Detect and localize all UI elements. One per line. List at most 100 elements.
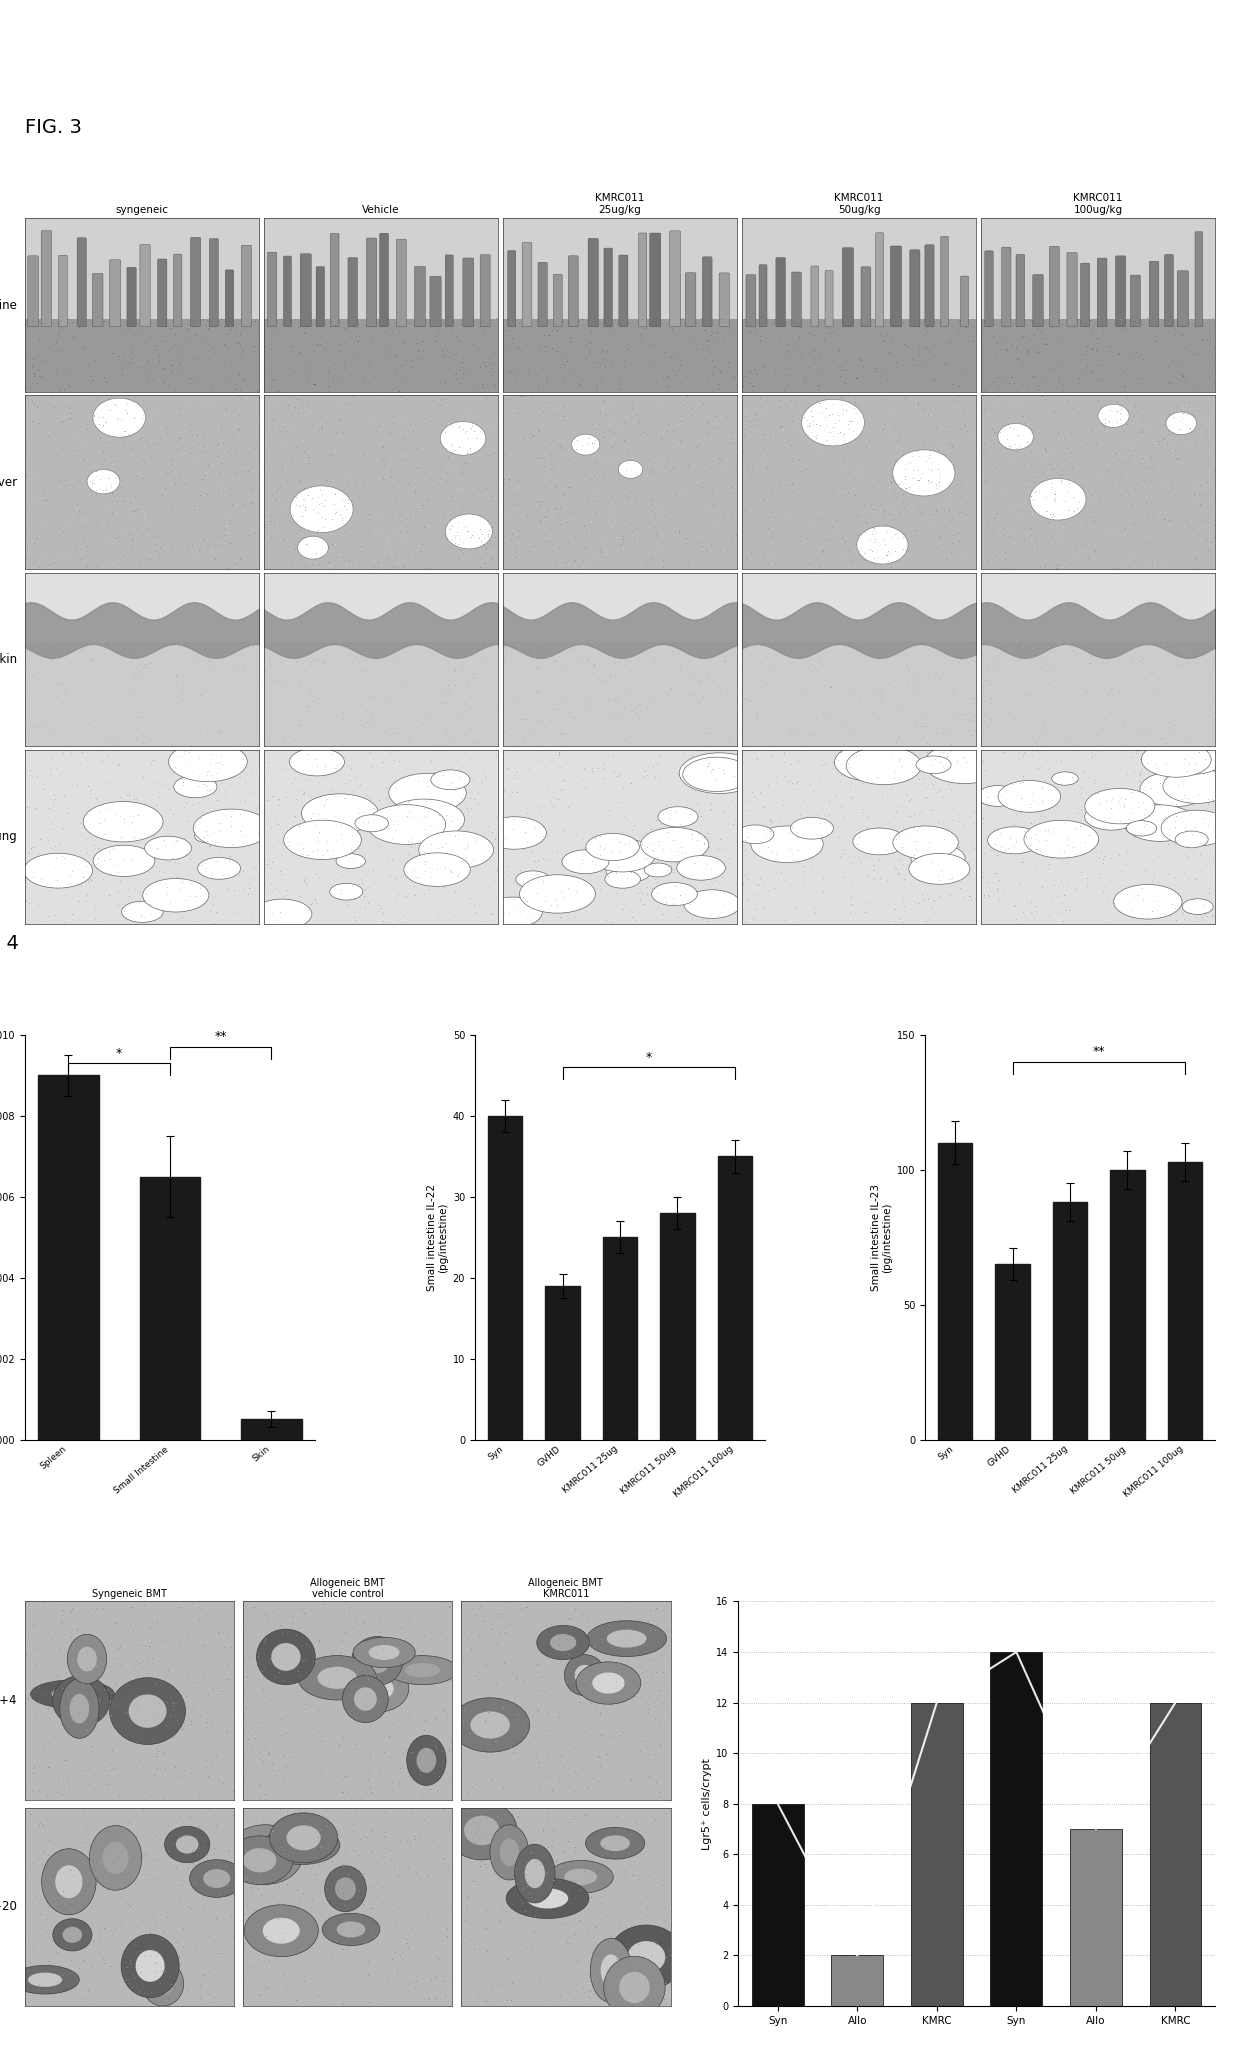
Ellipse shape [336,854,366,868]
Ellipse shape [604,1957,665,2018]
Circle shape [1030,479,1086,520]
Ellipse shape [227,1824,303,1885]
Ellipse shape [190,1859,244,1898]
Ellipse shape [430,770,470,790]
Text: *: * [646,1050,652,1064]
Ellipse shape [527,1889,568,1908]
Ellipse shape [383,798,465,839]
Bar [489,1116,522,1439]
Ellipse shape [520,874,595,913]
FancyBboxPatch shape [507,250,516,328]
FancyBboxPatch shape [445,256,454,328]
Ellipse shape [317,1666,357,1689]
Ellipse shape [1140,772,1209,807]
Ellipse shape [308,1660,346,1689]
Circle shape [93,399,145,438]
Ellipse shape [562,850,609,874]
Bar [603,1236,637,1439]
Y-axis label: Intestine: Intestine [0,299,17,311]
FancyBboxPatch shape [1149,262,1159,328]
Ellipse shape [11,1965,79,1994]
Ellipse shape [658,807,698,827]
Ellipse shape [93,845,155,876]
Y-axis label: Liver: Liver [0,475,17,489]
Bar [503,643,737,747]
Bar [718,1157,751,1439]
Ellipse shape [193,809,269,847]
Ellipse shape [244,1906,319,1957]
FancyBboxPatch shape [140,244,150,328]
Bar [1053,1202,1087,1439]
Ellipse shape [590,1939,631,2002]
Ellipse shape [284,821,361,860]
Ellipse shape [143,878,208,913]
Circle shape [857,526,908,565]
Ellipse shape [606,860,651,882]
FancyBboxPatch shape [191,237,201,328]
Ellipse shape [835,743,909,782]
FancyBboxPatch shape [1080,264,1090,328]
Ellipse shape [605,870,640,888]
Ellipse shape [195,829,221,843]
Ellipse shape [42,1848,97,1914]
Ellipse shape [1163,770,1231,802]
FancyBboxPatch shape [619,256,627,328]
Title: syngeneic: syngeneic [115,205,169,215]
Circle shape [290,485,353,532]
FancyBboxPatch shape [77,237,87,328]
Ellipse shape [1126,821,1157,835]
Ellipse shape [490,1824,528,1879]
Title: KMRC011
50ug/kg: KMRC011 50ug/kg [835,192,884,215]
Ellipse shape [916,755,951,774]
Circle shape [445,514,492,549]
Ellipse shape [77,1646,97,1670]
Bar [1149,1703,1202,2006]
Circle shape [87,469,120,493]
Ellipse shape [342,1676,388,1724]
FancyBboxPatch shape [463,258,474,328]
Ellipse shape [355,815,388,831]
Ellipse shape [853,829,906,856]
Ellipse shape [683,757,750,792]
Ellipse shape [1085,802,1137,831]
Ellipse shape [153,1973,174,1996]
Ellipse shape [419,831,494,868]
Bar [742,643,976,747]
Ellipse shape [606,1629,646,1648]
Ellipse shape [283,1836,321,1855]
FancyBboxPatch shape [210,239,218,328]
FancyBboxPatch shape [1164,254,1173,328]
FancyBboxPatch shape [480,254,490,328]
Ellipse shape [600,1836,630,1850]
Ellipse shape [246,1840,284,1869]
Ellipse shape [197,858,241,880]
FancyBboxPatch shape [1033,274,1043,328]
Ellipse shape [122,1934,179,1998]
Ellipse shape [353,1687,377,1711]
Ellipse shape [515,1844,556,1904]
Ellipse shape [652,882,697,905]
FancyBboxPatch shape [126,268,136,328]
Bar [25,643,259,747]
FancyBboxPatch shape [639,233,647,328]
Ellipse shape [368,1646,399,1660]
FancyBboxPatch shape [414,266,425,328]
Bar [1110,1169,1145,1439]
Ellipse shape [924,743,1004,784]
Ellipse shape [165,1826,210,1863]
FancyBboxPatch shape [791,272,801,328]
Ellipse shape [482,817,547,850]
FancyBboxPatch shape [1195,231,1203,328]
Ellipse shape [1182,899,1213,915]
FancyBboxPatch shape [397,239,407,328]
Bar [660,1214,694,1439]
Y-axis label: D+20: D+20 [0,1900,17,1914]
Title: KMRC011
100ug/kg: KMRC011 100ug/kg [1074,192,1122,215]
Ellipse shape [619,1971,650,2004]
Bar [911,1703,962,2006]
Ellipse shape [600,1955,621,1986]
Ellipse shape [52,1687,93,1701]
Bar [140,1177,201,1439]
FancyBboxPatch shape [109,260,120,328]
Ellipse shape [417,1748,436,1773]
